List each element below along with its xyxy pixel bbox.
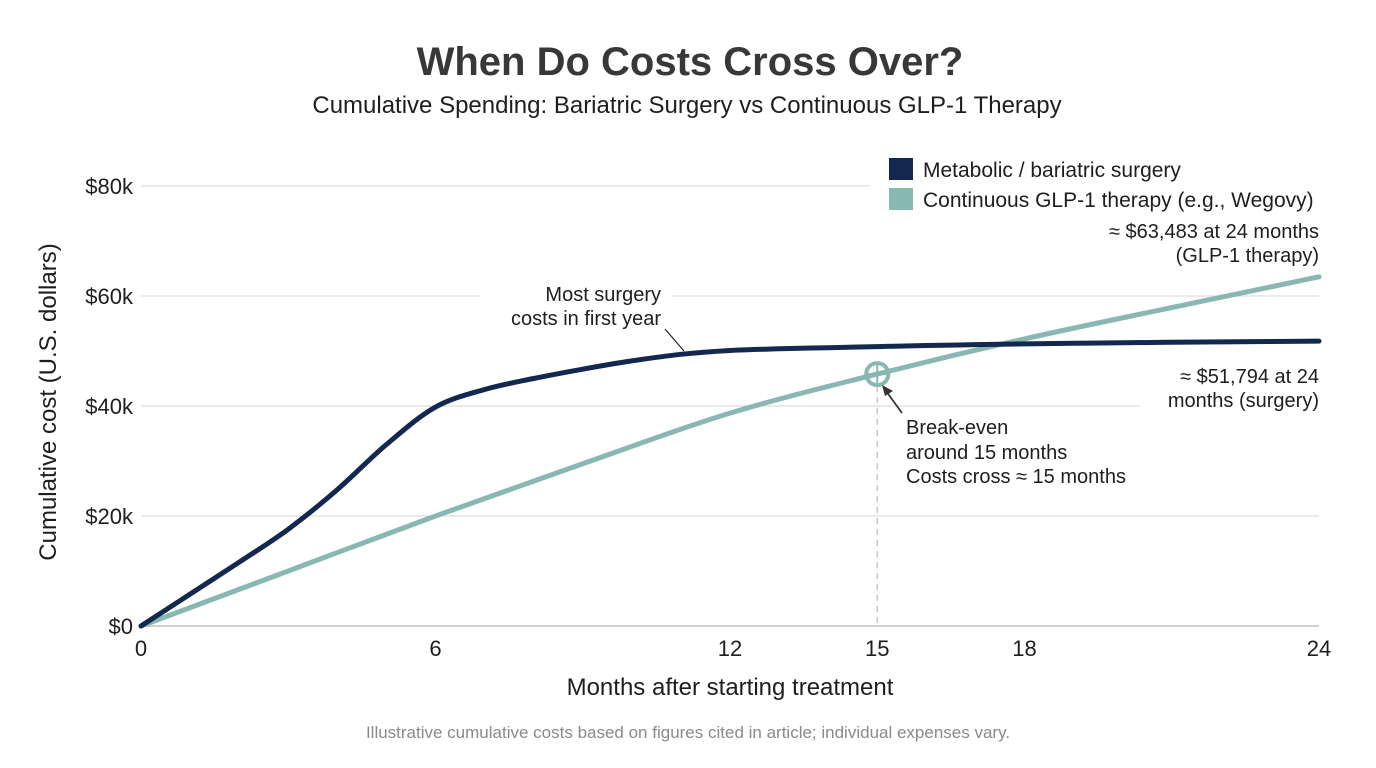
annotation-surgery-end-line1: ≈ $51,794 at 24 [1180, 366, 1319, 388]
y-axis-label: Cumulative cost (U.S. dollars) [35, 243, 62, 560]
y-tick-label: $40k [85, 394, 134, 419]
legend-swatch-surgery [889, 158, 913, 180]
break-even-marker [864, 361, 891, 388]
break-even-arrow-head [882, 385, 893, 396]
y-tick-label: $0 [109, 614, 133, 639]
chart-title: When Do Costs Cross Over? [417, 40, 964, 84]
annotation-break-even-line2: around 15 months [906, 442, 1067, 464]
chart-subtitle: Cumulative Spending: Bariatric Surgery v… [312, 92, 1061, 119]
break-even-arrow-shaft [885, 390, 903, 414]
annotation-first-year: Most surgery costs in first year [511, 284, 685, 352]
gridlines [141, 185, 1319, 627]
x-tick-label: 15 [865, 636, 889, 661]
annotation-break-even: Break-even around 15 months Costs cross … [882, 385, 1126, 488]
legend-label-glp1: Continuous GLP-1 therapy (e.g., Wegovy) [923, 189, 1314, 212]
annotation-glp1-end-line2: (GLP-1 therapy) [1176, 245, 1319, 267]
y-tick-label: $60k [85, 284, 134, 309]
annotation-break-even-line3: Costs cross ≈ 15 months [906, 466, 1126, 488]
legend-swatch-glp1 [889, 188, 913, 210]
series-line-glp1 [138, 274, 1322, 629]
series-line-surgery [138, 338, 1322, 629]
x-tick-label: 6 [429, 636, 441, 661]
annotation-glp1-end-line1: ≈ $63,483 at 24 months [1109, 221, 1319, 243]
x-tick-label: 12 [718, 636, 742, 661]
footnote: Illustrative cumulative costs based on f… [366, 723, 1010, 742]
x-tick-label: 18 [1012, 636, 1036, 661]
x-tick-label: 24 [1307, 636, 1331, 661]
annotation-first-year-line2: costs in first year [511, 308, 661, 330]
legend: Metabolic / bariatric surgery Continuous… [889, 158, 1314, 212]
series-lines [138, 274, 1322, 629]
annotation-first-year-leader [664, 328, 685, 352]
annotation-surgery-end-line2: months (surgery) [1168, 390, 1319, 412]
legend-label-surgery: Metabolic / bariatric surgery [923, 159, 1181, 182]
x-axis-label: Months after starting treatment [567, 674, 894, 701]
annotation-glp1-end: ≈ $63,483 at 24 months (GLP-1 therapy) [1109, 221, 1319, 267]
y-tick-label: $80k [85, 174, 134, 199]
annotation-surgery-end: ≈ $51,794 at 24 months (surgery) [1168, 366, 1319, 412]
y-axis-ticks: $0 $20k $40k $60k $80k [85, 174, 134, 639]
x-tick-label: 0 [135, 636, 147, 661]
y-tick-label: $20k [85, 504, 134, 529]
x-axis-ticks: 0 6 12 15 18 24 [135, 636, 1331, 661]
annotation-break-even-line1: Break-even [906, 417, 1008, 439]
annotation-first-year-line1: Most surgery [545, 284, 661, 306]
